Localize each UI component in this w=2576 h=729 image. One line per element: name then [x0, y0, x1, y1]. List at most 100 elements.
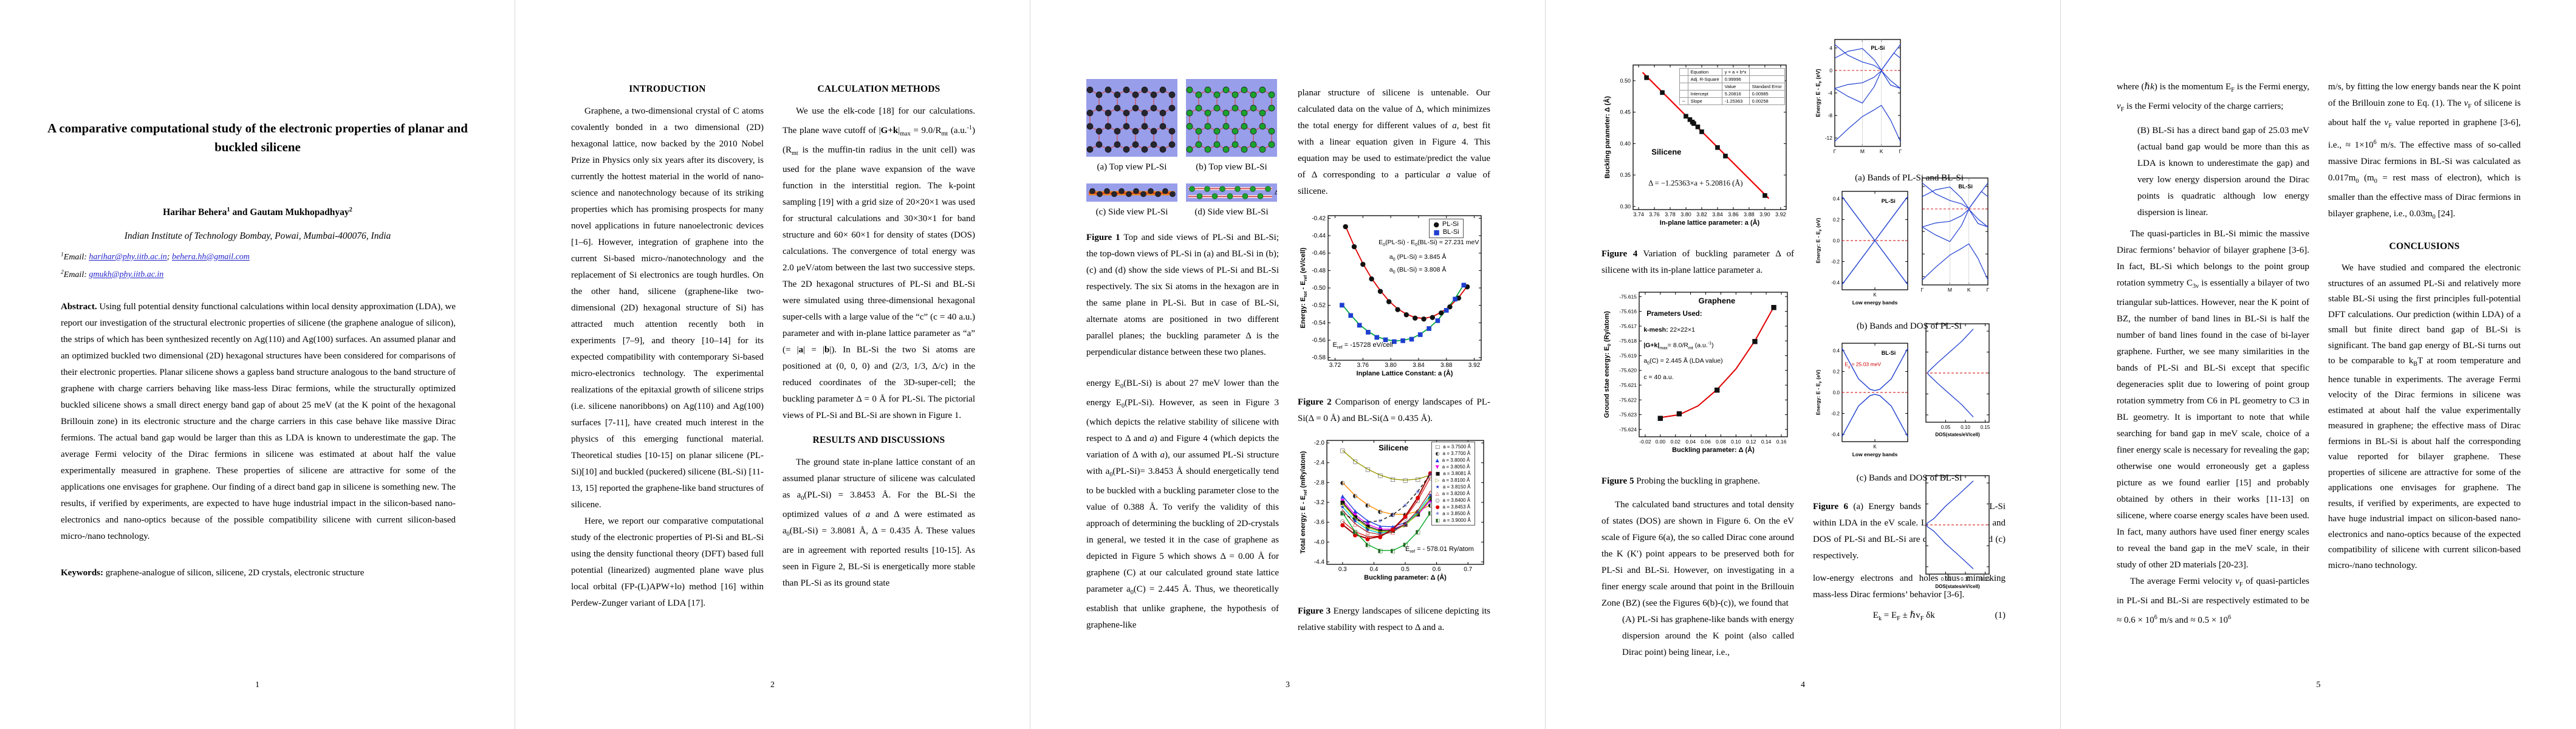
svg-text:0.0: 0.0: [1833, 390, 1840, 395]
calculation-methods-paragraph: We use the elk-code [18] for our calcula…: [783, 106, 976, 420]
svg-text:■: ■: [1365, 329, 1371, 335]
svg-text:3.92: 3.92: [1468, 362, 1481, 369]
svg-text:●: ●: [1386, 297, 1392, 305]
svg-text:-3.6: -3.6: [1314, 519, 1325, 526]
svg-text:●: ●: [1377, 287, 1383, 295]
conclusions-heading: CONCLUSIONS: [2389, 241, 2460, 252]
keywords: Keywords: graphene-analogue of silicon, …: [61, 565, 456, 581]
svg-text:K: K: [1880, 148, 1883, 154]
svg-text:3.84: 3.84: [1712, 211, 1723, 217]
svg-text:■: ■: [1365, 524, 1371, 530]
svg-text:▲: ▲: [1391, 524, 1395, 530]
svg-text:△: △: [1353, 521, 1357, 527]
email-link-1[interactable]: harihar@phy.iitb.ac.in: [89, 252, 167, 262]
svg-text:■: ■: [1683, 113, 1688, 120]
page4-col2-paragraph: low-energy electrons and holes thus mimi…: [1813, 573, 2006, 600]
svg-text:●: ●: [1430, 313, 1436, 321]
page-number-4: 4: [1801, 680, 1805, 690]
figure-1a-label: (a) Top view PL-Si: [1097, 162, 1167, 172]
page-number-5: 5: [2316, 680, 2321, 690]
page5-col2-paragraph-1: m/s, by fitting the low energy bands nea…: [2328, 82, 2521, 221]
figure-4-chart: 3.74 3.76 3.78 3.80 3.82 3.84 3.86 3.88 3.90 3.92…: [1601, 58, 1794, 241]
svg-text:★: ★: [1416, 510, 1420, 516]
email-link-2[interactable]: behera.hh@gmail.com: [171, 252, 250, 262]
figure-5-chart: -0.02 0.00 0.02 0.04 0.06 0.08 0.10 0.12 0.14 0.1…: [1601, 285, 1794, 468]
svg-text:■: ■: [1339, 302, 1345, 309]
svg-text:○: ○: [1428, 475, 1433, 481]
figure-4-caption-label: Figure 4: [1601, 249, 1638, 259]
svg-text:★: ★: [1403, 522, 1408, 528]
svg-text:▲: ▲: [1340, 494, 1345, 500]
svg-text:◧: ◧: [1403, 542, 1408, 549]
svg-text:-8: -8: [1828, 112, 1832, 118]
svg-text:K: K: [1873, 444, 1877, 450]
svg-text:■: ■: [1657, 414, 1663, 422]
svg-text:△: △: [1403, 521, 1408, 527]
svg-text:◧: ◧: [1377, 548, 1383, 554]
svg-text:△: △: [1378, 532, 1382, 538]
svg-text:□: □: [1340, 448, 1346, 454]
svg-text:-12: -12: [1825, 135, 1833, 141]
svg-text:0.00: 0.00: [1656, 439, 1666, 445]
figure-1b-label: (b) Top view BL-Si: [1196, 162, 1267, 172]
svg-text:■: ■: [1659, 89, 1665, 96]
svg-text:0.45: 0.45: [1620, 109, 1631, 115]
figure-1c-label: (c) Side view PL-Si: [1095, 207, 1168, 217]
svg-text:■: ■: [1426, 326, 1431, 332]
svg-text:■: ■: [1409, 336, 1414, 343]
svg-text:3.90: 3.90: [1759, 211, 1770, 217]
svg-text:●: ●: [1447, 303, 1453, 310]
page5-col1-paragraph-3: The average Fermi velocity vF of quasi-p…: [2117, 577, 2309, 625]
figure-2-caption: Figure 2 Comparison of energy landscapes…: [1298, 394, 1490, 427]
figure-6c-dos-chart: 0.05 0.10 0.15 DOS(states/eV/cell): [1917, 471, 2002, 603]
svg-text:-0.50: -0.50: [1312, 285, 1326, 292]
svg-text:■: ■: [1340, 500, 1346, 506]
svg-text:●: ●: [1378, 535, 1383, 541]
svg-text:◧: ◧: [1415, 529, 1420, 535]
svg-text:□: □: [1428, 473, 1433, 479]
figure-6c: K 0.4 0.2 0.0 -0.2 -0.4 Low energy bands Energy…: [1813, 338, 2006, 589]
svg-text:●: ●: [1403, 310, 1410, 318]
figure-2-caption-label: Figure 2: [1298, 397, 1332, 407]
svg-text:▼: ▼: [1378, 527, 1382, 533]
svg-text:○: ○: [1416, 498, 1420, 504]
keywords-label: Keywords:: [61, 568, 103, 578]
svg-text:●: ●: [1428, 470, 1433, 476]
svg-text:4: 4: [1829, 45, 1832, 51]
svg-text:■: ■: [1417, 332, 1423, 338]
svg-text:-0.2: -0.2: [1831, 411, 1840, 416]
page4-col1-paragraph: The calculated band structures and total…: [1601, 500, 1794, 608]
svg-text:▲: ▲: [1366, 518, 1370, 524]
page-3: (a) Top view PL-Si (b) Top view BL-Si (c…: [1030, 0, 1546, 729]
figure-6a-bl-chart: Γ M K Γ BL-Si: [1909, 172, 1994, 310]
svg-text:◐: ◐: [1428, 502, 1433, 508]
svg-text:3.92: 3.92: [1775, 211, 1786, 217]
svg-text:■: ■: [1383, 337, 1388, 343]
svg-text:★: ★: [1340, 505, 1345, 511]
svg-text:■: ■: [1643, 75, 1649, 81]
abstract-label: Abstract.: [61, 302, 97, 312]
svg-text:0.6: 0.6: [1433, 566, 1441, 573]
svg-text:■: ■: [1348, 312, 1354, 319]
svg-text:○: ○: [1365, 535, 1370, 541]
svg-text:■: ■: [1400, 338, 1405, 344]
svg-text:0.35: 0.35: [1620, 172, 1631, 178]
page3-col2-paragraph: planar structure of silicene is untenabl…: [1298, 88, 1491, 196]
svg-text:●: ●: [1395, 305, 1401, 313]
svg-text:✳: ✳: [1365, 520, 1370, 526]
svg-text:-75.624: -75.624: [1619, 426, 1637, 433]
page-4: 3.74 3.76 3.78 3.80 3.82 3.84 3.86 3.88 3.90 3.92…: [1546, 0, 2061, 729]
svg-text:◧: ◧: [1390, 548, 1396, 554]
svg-text:□: □: [1415, 477, 1420, 483]
svg-text:■: ■: [1690, 118, 1695, 125]
results-heading: RESULTS AND DISCUSSIONS: [812, 435, 945, 445]
email-link-3[interactable]: gmukh@phy.iitb.ac.in: [89, 270, 164, 279]
abstract-text: Using full potential density functional …: [61, 302, 456, 541]
svg-text:●: ●: [1403, 514, 1408, 520]
svg-text:3.88: 3.88: [1744, 211, 1755, 217]
svg-text:-0.4: -0.4: [1831, 432, 1840, 437]
svg-text:▷: ▷: [1366, 525, 1370, 532]
svg-text:0.10: 0.10: [1961, 425, 1970, 430]
svg-text:■: ■: [1699, 128, 1704, 135]
